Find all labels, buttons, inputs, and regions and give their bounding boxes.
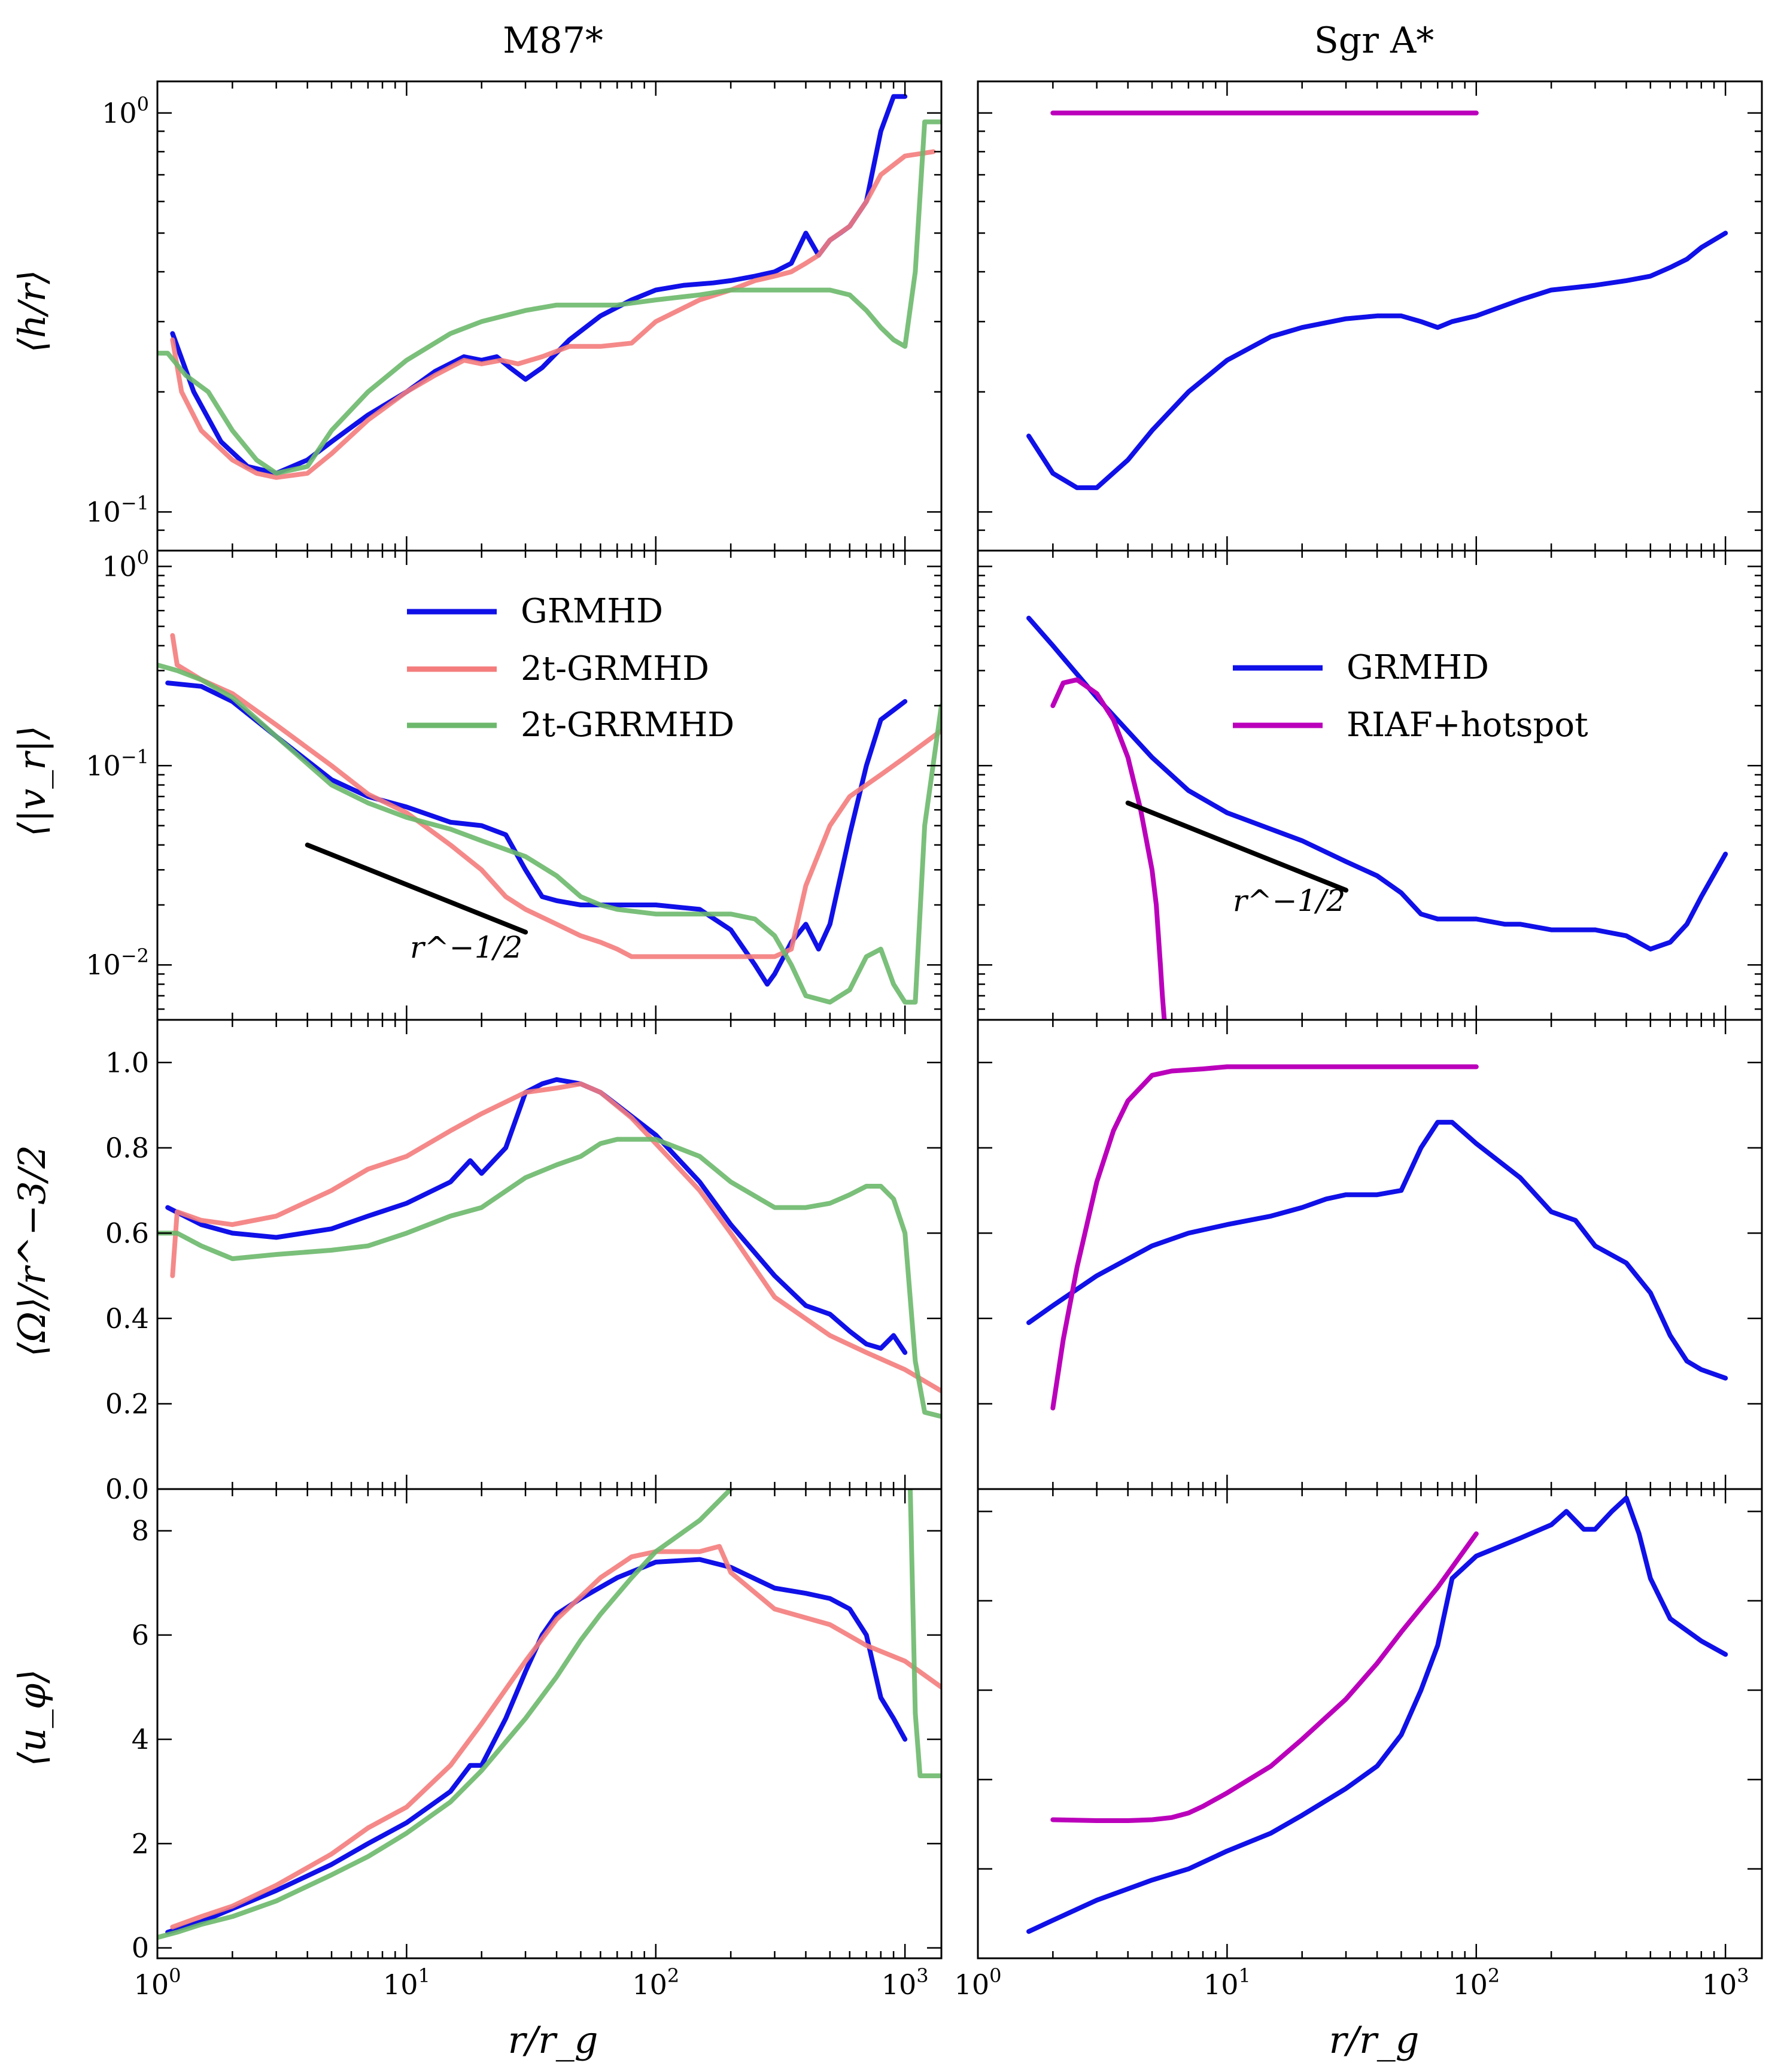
panel-m87-omega-r-3-2: 0.0 0.2 0.4 0.6 0.8 1.0 [105,1019,943,1505]
panel-m87-u-phi: 100 101 102 103 0 2 4 6 8 [132,1488,943,2001]
panel-frame [156,1488,943,1959]
y-tick-label: 100 [102,546,149,582]
panel-sgr-a-omega-r-3-2 [977,1019,1763,1490]
series-group [157,1489,941,1940]
series-2t-grrmhd-line [157,663,941,1005]
y-axis-label-row4: ⟨u_φ⟩ [10,1669,54,1767]
y-tick-label: 10−1 [86,745,149,782]
series-2t-grmhd-line [170,1081,941,1394]
legend-left: GRMHD 2t-GRMHD 2t-GRRMHD [407,592,734,745]
series-group [157,94,941,480]
series-2t-grrmhd-line [157,1489,734,1940]
series-group [1026,110,1728,490]
legend-right-riaf-label: RIAF+hotspot [1347,706,1588,745]
series-grmhd-line [1026,1495,1728,1934]
y-tick-label: 0 [132,1932,149,1964]
panel-m87-h-r: 10−1 100 [86,80,943,552]
x-tick-label: 101 [383,1964,430,2001]
x-tick-label: 102 [632,1964,679,2001]
y-tick-label: 0.8 [105,1132,149,1164]
legend-left-2t-grmhd-label: 2t-GRMHD [521,649,709,688]
series-2t-grrmhd-line [157,1137,941,1419]
series-2t-grrmhd-outer-line [908,1489,941,1779]
panel-sgr-a-v-r [977,549,1763,1021]
series-2t-grmhd-line [170,1544,941,1930]
slope-annotation-left: r^−1/2 [410,930,522,965]
column-title-sgra: Sgr A* [1314,20,1435,62]
y-axis-label-row3: ⟨Ω⟩/r^−3/2 [10,1145,54,1357]
series-group [1026,1064,1728,1411]
y-tick-label: 2 [132,1827,149,1860]
series-2t-grmhd-line [170,633,941,959]
y-tick-label: 0.6 [105,1217,149,1249]
slope-annotation-right: r^−1/2 [1233,883,1345,918]
series-2t-grrmhd-line [157,119,941,476]
series-grmhd-line [1026,1120,1728,1381]
series-group [1026,615,1728,1020]
series-grmhd-line [165,1077,908,1355]
panel-frame [977,1488,1763,1959]
legend-left-2t-grrmhd-label: 2t-GRRMHD [521,706,734,745]
series-reference-r-1-2-line [1125,800,1349,893]
y-tick-label: 4 [132,1723,149,1755]
legend-right: GRMHD RIAF+hotspot [1233,648,1588,745]
series-grmhd-line [1026,615,1728,952]
panel-frame [156,80,943,552]
panel-sgr-a-h-r [977,80,1763,552]
y-tick-label: 0.2 [105,1387,149,1420]
x-tick-label: 100 [134,1964,181,2001]
series-grmhd-line [170,94,908,476]
series-group [1026,1495,1728,1934]
x-tick-label: 103 [882,1964,929,2001]
series-riaf-hotspot-line [1050,1064,1479,1411]
series-reference-r-1-2-line [305,842,528,935]
series-riaf-hotspot-line [1050,677,1167,1020]
panel-m87-v-r: 10−2 10−1 100 [86,546,943,1021]
panel-sgr-a-u-phi: 100 101 102 103 [955,1488,1763,2001]
x-axis-label-right: r/r_g [1329,2018,1420,2062]
series-group [157,633,941,1005]
legend-left-grmhd-label: GRMHD [521,592,663,631]
panel-frame [977,549,1763,1021]
x-tick-label: 102 [1452,1964,1500,2001]
series-grmhd-line [165,680,908,987]
y-tick-label: 100 [102,93,149,129]
series-2t-grmhd-line [170,149,936,480]
y-tick-label: 10−2 [86,944,149,981]
y-tick-label: 0.4 [105,1302,149,1335]
series-group [157,1077,941,1419]
y-axis-label-row2: ⟨|v_r|⟩ [10,725,54,837]
y-tick-label: 6 [132,1619,149,1651]
legend-right-grmhd-label: GRMHD [1347,648,1489,687]
x-tick-label: 100 [955,1964,1002,2001]
y-axis-label-row1: ⟨h/r⟩ [10,270,54,353]
series-grmhd-line [1026,230,1728,490]
column-title-m87: M87* [503,20,603,62]
x-tick-label: 103 [1702,1964,1749,2001]
series-grmhd-line [165,1557,908,1935]
y-tick-label: 10−1 [86,491,149,528]
y-tick-label: 0.0 [105,1473,149,1505]
y-tick-label: 8 [132,1515,149,1547]
x-axis-label-left: r/r_g [508,2018,598,2062]
y-tick-label: 1.0 [105,1046,149,1078]
panel-frame [977,1019,1763,1490]
series-riaf-hotspot-line [1050,1531,1479,1823]
x-tick-label: 101 [1204,1964,1251,2001]
